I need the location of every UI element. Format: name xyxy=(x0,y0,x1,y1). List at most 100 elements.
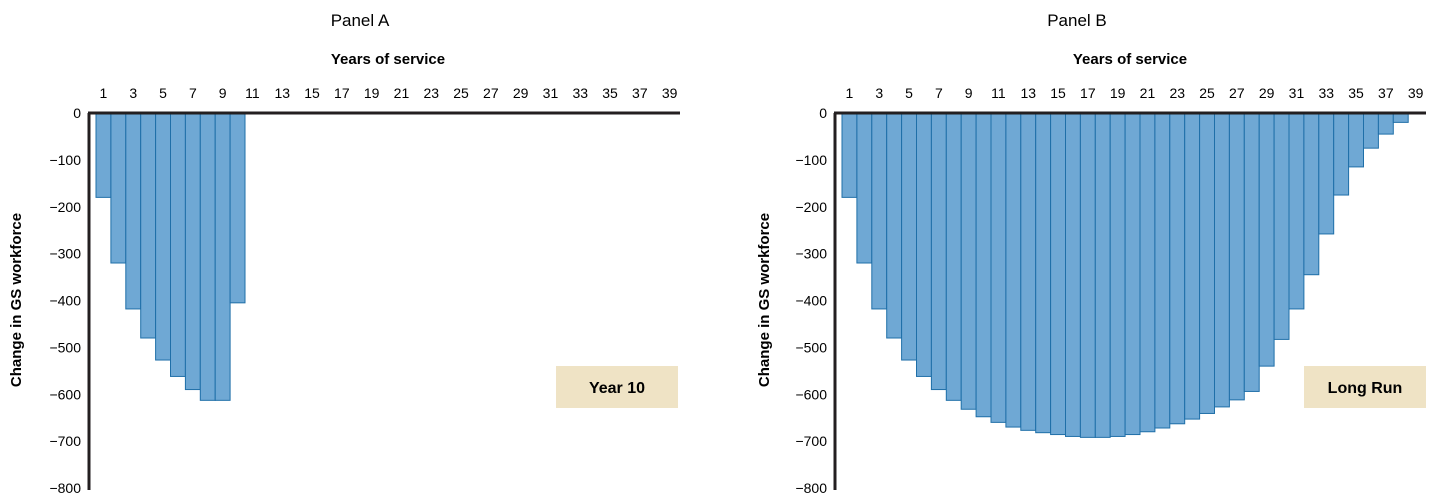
bar-group xyxy=(95,112,246,401)
y-tick-label: 0 xyxy=(73,105,81,121)
y-tick-label: −700 xyxy=(795,433,827,449)
x-tick-label: 35 xyxy=(1348,85,1364,101)
bar-year-9 xyxy=(214,112,231,401)
bar-year-25 xyxy=(1199,112,1215,414)
x-tick-label: 9 xyxy=(219,85,227,101)
annotation-label: Long Run xyxy=(1328,380,1403,397)
bar-year-21 xyxy=(1139,112,1156,433)
x-tick-label: 39 xyxy=(662,85,678,101)
x-tick-label: 27 xyxy=(1229,85,1245,101)
x-tick-label: 21 xyxy=(394,85,410,101)
panel-b: Panel B Years of service Change in GS wo… xyxy=(756,11,1426,496)
x-tick-label: 3 xyxy=(875,85,883,101)
bar-year-6 xyxy=(916,112,932,377)
bar-year-14 xyxy=(1035,112,1052,434)
x-tick-label: 13 xyxy=(274,85,290,101)
x-tick-label: 21 xyxy=(1140,85,1156,101)
y-tick-label: −100 xyxy=(795,152,827,168)
panel-title: Panel A xyxy=(331,11,390,30)
x-tick-label: 5 xyxy=(159,85,167,101)
bar-year-22 xyxy=(1154,112,1171,429)
x-axis-title: Years of service xyxy=(331,51,445,68)
x-tick-label: 11 xyxy=(245,85,260,101)
y-tick-label: −200 xyxy=(795,199,827,215)
bar-year-26 xyxy=(1214,112,1230,408)
x-tick-label: 37 xyxy=(632,85,648,101)
annotation-badge xyxy=(1304,366,1426,408)
x-tick-label: 3 xyxy=(129,85,137,101)
y-tick-label: −400 xyxy=(795,293,827,309)
bar-year-6 xyxy=(170,112,186,377)
bar-year-34 xyxy=(1333,112,1350,196)
y-tick-label: −200 xyxy=(49,199,81,215)
bar-year-2 xyxy=(856,112,873,264)
x-tick-label: 25 xyxy=(453,85,469,101)
y-tick-label: −800 xyxy=(795,480,827,496)
bar-year-11 xyxy=(990,112,1007,423)
y-tick-label: −500 xyxy=(49,339,81,355)
bar-year-4 xyxy=(886,112,903,339)
panel-title: Panel B xyxy=(1047,11,1107,30)
x-tick-label: 29 xyxy=(1259,85,1275,101)
bar-year-7 xyxy=(930,112,947,391)
bar-year-36 xyxy=(1363,112,1379,149)
bar-group xyxy=(841,112,1409,438)
bar-year-20 xyxy=(1124,112,1141,436)
bar-year-10 xyxy=(229,112,246,304)
bar-year-3 xyxy=(871,112,888,310)
bar-year-28 xyxy=(1243,112,1260,392)
x-tick-label: 27 xyxy=(483,85,499,101)
x-tick-label: 33 xyxy=(572,85,588,101)
y-axis-title: Change in GS workforce xyxy=(756,213,773,387)
y-tick-label: −300 xyxy=(49,246,81,262)
y-tick-label: 0 xyxy=(819,105,827,121)
x-tick-label: 17 xyxy=(1080,85,1096,101)
bar-year-33 xyxy=(1318,112,1335,235)
y-tick-label: −100 xyxy=(49,152,81,168)
x-tick-label: 9 xyxy=(965,85,973,101)
annotation-badge xyxy=(556,366,678,408)
x-tick-label: 5 xyxy=(905,85,913,101)
panel-a: Panel A Years of service Change in GS wo… xyxy=(8,11,680,496)
y-tick-labels: 0 −100 −200 −300 −400 −500 −600 −700 −800 xyxy=(49,105,81,496)
x-tick-label: 11 xyxy=(991,85,1006,101)
bar-year-17 xyxy=(1079,112,1096,438)
y-tick-label: −500 xyxy=(795,339,827,355)
bar-year-35 xyxy=(1348,112,1364,168)
bar-year-10 xyxy=(975,112,992,418)
x-tick-label: 19 xyxy=(1110,85,1126,101)
x-tick-label: 15 xyxy=(1050,85,1066,101)
x-tick-label: 17 xyxy=(334,85,350,101)
x-tick-label: 31 xyxy=(1289,85,1305,101)
bar-year-7 xyxy=(184,112,201,391)
x-axis-title: Years of service xyxy=(1073,51,1187,68)
bar-year-3 xyxy=(125,112,142,310)
x-tick-label: 7 xyxy=(189,85,197,101)
x-tick-label: 35 xyxy=(602,85,618,101)
y-tick-label: −600 xyxy=(49,386,81,402)
x-tick-label: 13 xyxy=(1020,85,1036,101)
bar-year-4 xyxy=(140,112,157,339)
y-tick-label: −600 xyxy=(795,386,827,402)
bar-year-13 xyxy=(1020,112,1037,431)
bar-year-12 xyxy=(1005,112,1022,428)
bar-year-29 xyxy=(1258,112,1275,367)
x-tick-labels: 1 3 5 7 9 11 13 15 17 19 21 23 25 27 29 31 33 35 37 39 xyxy=(846,85,1424,101)
y-tick-labels: 0 −100 −200 −300 −400 −500 −600 −700 −800 xyxy=(795,105,827,496)
bar-year-1 xyxy=(95,112,112,198)
bar-year-27 xyxy=(1228,112,1245,401)
bar-year-31 xyxy=(1288,112,1305,310)
bar-year-8 xyxy=(199,112,216,401)
y-tick-label: −300 xyxy=(795,246,827,262)
bar-year-5 xyxy=(155,112,172,361)
x-tick-label: 25 xyxy=(1199,85,1215,101)
x-tick-label: 29 xyxy=(513,85,529,101)
x-tick-label: 15 xyxy=(304,85,320,101)
bar-year-23 xyxy=(1169,112,1186,425)
bar-year-24 xyxy=(1184,112,1201,420)
bar-year-19 xyxy=(1109,112,1126,437)
bar-year-8 xyxy=(945,112,962,401)
x-tick-label: 23 xyxy=(1169,85,1185,101)
y-axis-title: Change in GS workforce xyxy=(8,213,25,387)
